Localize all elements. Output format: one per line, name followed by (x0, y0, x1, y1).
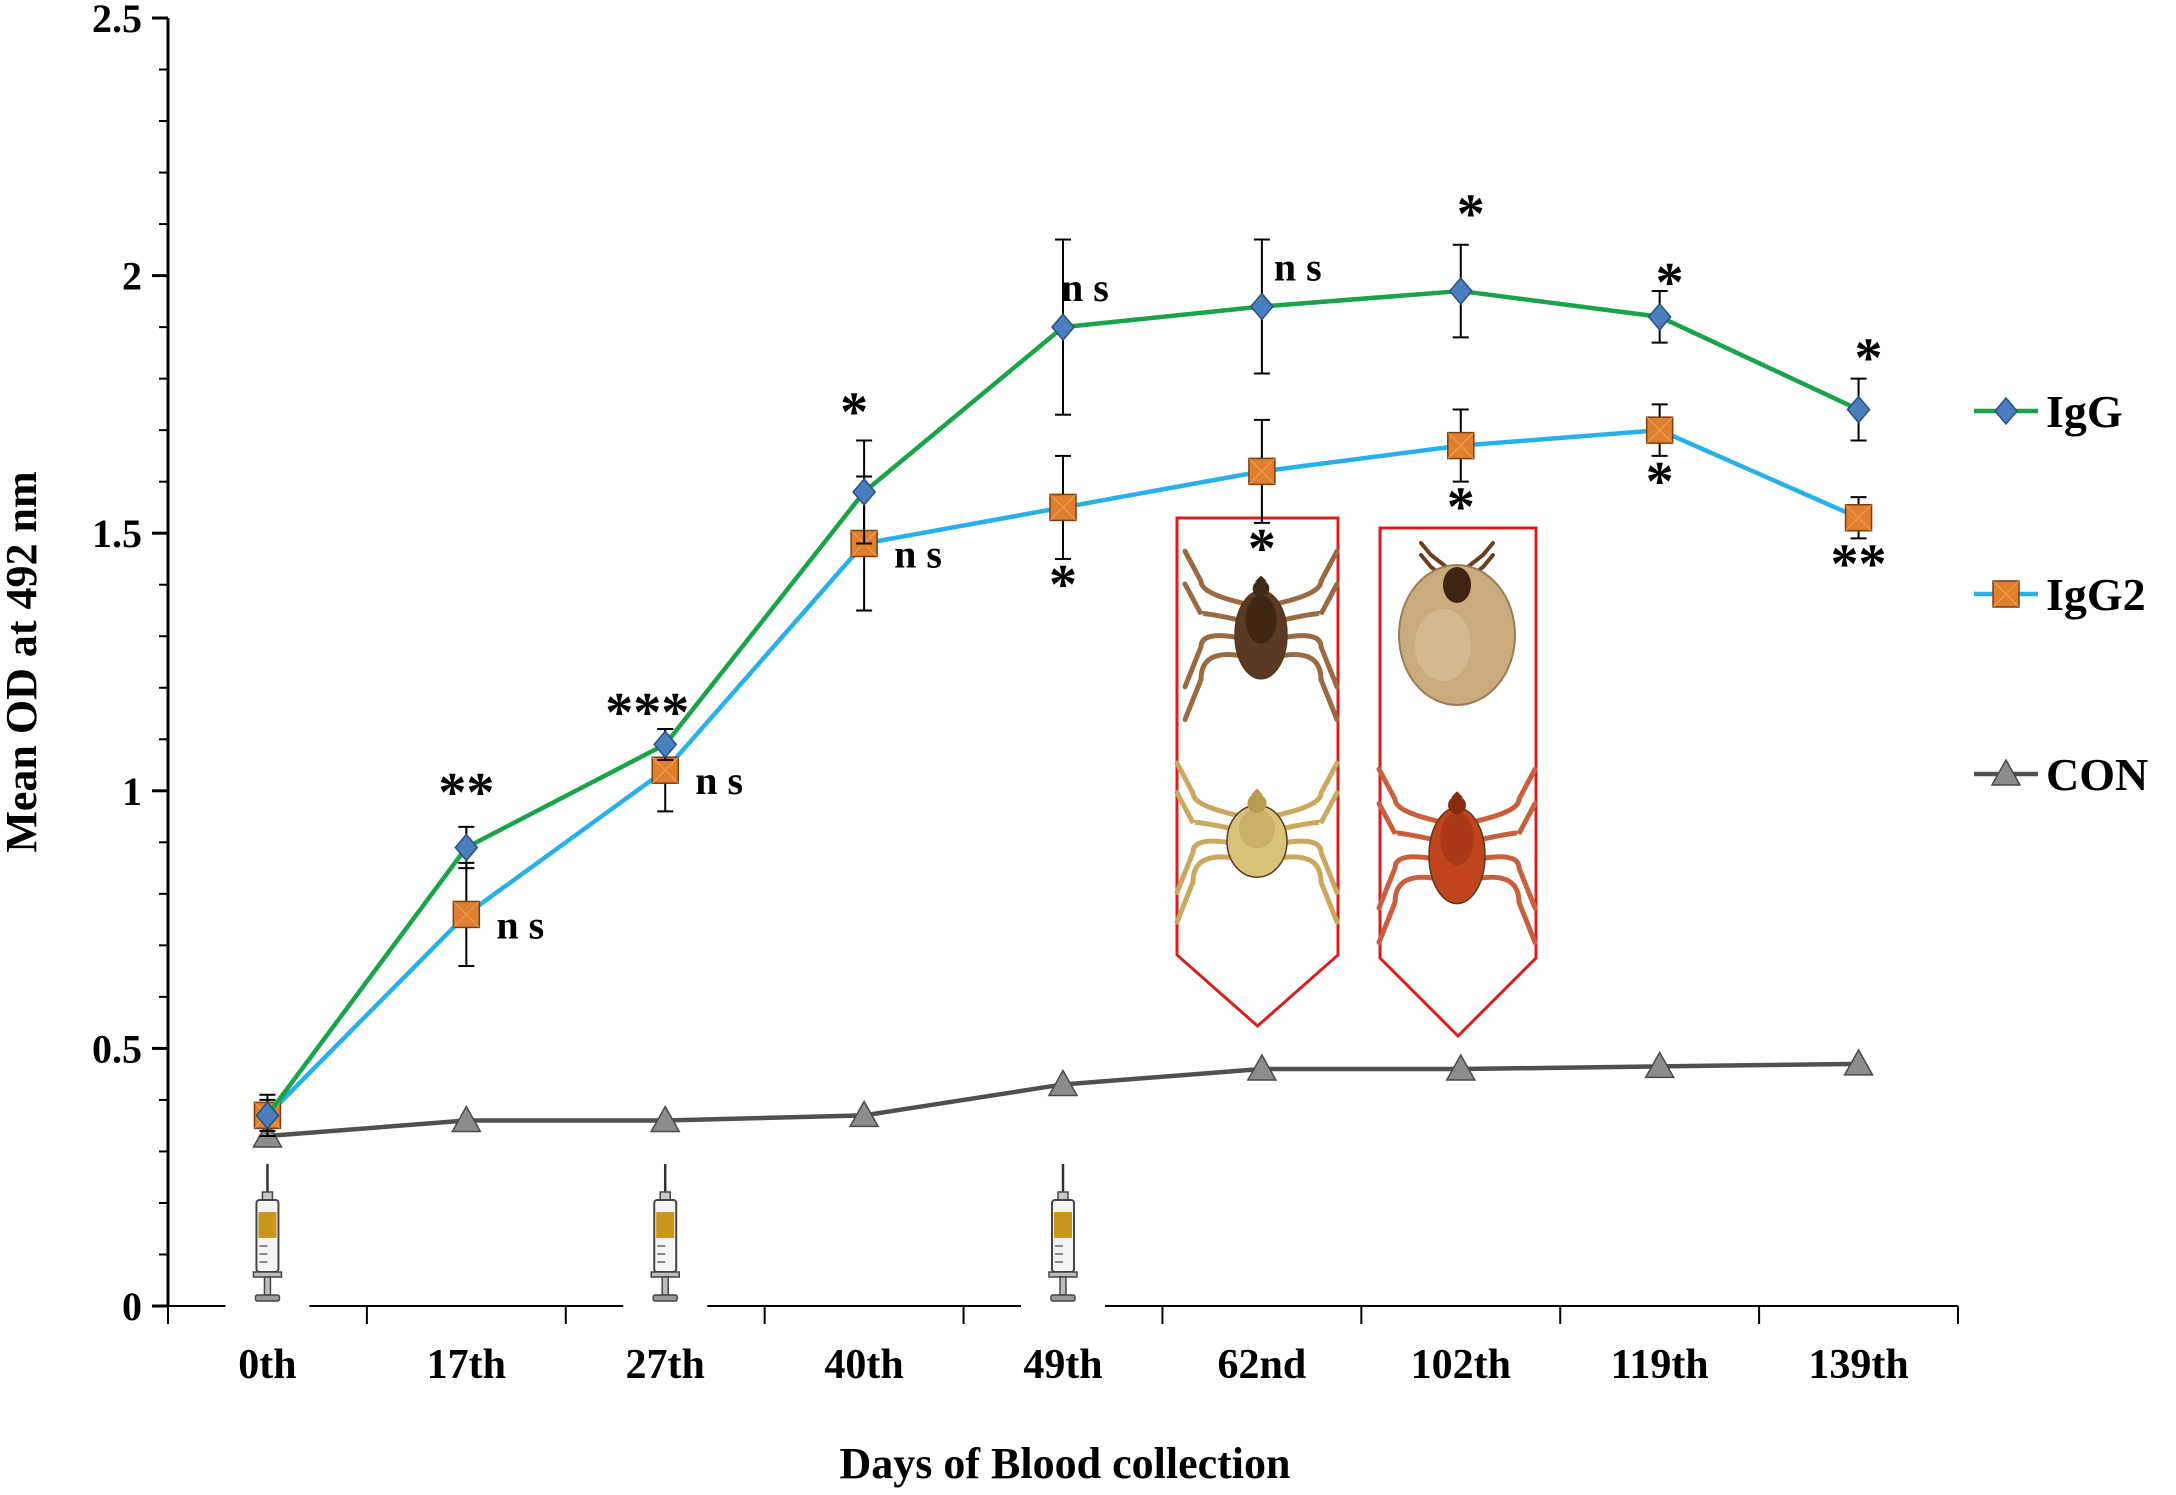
significance-label: n s (695, 758, 743, 803)
significance-label: * (1447, 477, 1475, 539)
significance-label: n s (496, 902, 544, 947)
x-tick-label: 62nd (1218, 1342, 1307, 1388)
series-layer (252, 238, 1874, 1148)
significance-label: n s (1061, 265, 1109, 310)
x-tick-label: 17th (427, 1342, 506, 1388)
tick-icon (1376, 766, 1538, 945)
x-tick-label: 102th (1411, 1342, 1511, 1388)
axes: 0 0.5 1 1.5 2 2.5 0th 17th 27th 40th 49th 62nd 102th… (92, 0, 1959, 1388)
y-tick-label: 1.5 (92, 511, 142, 556)
significance-label: ** (1831, 533, 1887, 595)
series-con (252, 1048, 1874, 1148)
data-point (653, 730, 678, 759)
x-tick-label: 0th (238, 1342, 296, 1388)
significance-label: * (1049, 554, 1077, 616)
y-tick-label: 1 (122, 769, 142, 814)
legend-label: IgG2 (2046, 569, 2146, 620)
x-tick-label: 119th (1611, 1342, 1709, 1388)
legend: IgG IgG2 CON (1974, 386, 2148, 800)
tick-icon (1174, 760, 1340, 925)
data-point (1246, 1053, 1278, 1081)
significance-label: n s (1274, 245, 1322, 290)
marker-shine (1646, 416, 1674, 444)
x-tick-label: 40th (824, 1342, 903, 1388)
tick-illustration-group (1174, 516, 1538, 1039)
legend-item-con: CON (1974, 749, 2148, 800)
pointer-frame (1175, 516, 1340, 1029)
legend-marker (1994, 396, 2018, 426)
data-point (1843, 1048, 1874, 1076)
legend-label: IgG (2046, 386, 2123, 437)
series-igg2 (253, 403, 1873, 1132)
legend-label: CON (2046, 749, 2148, 800)
significance-label: ** (438, 762, 494, 824)
x-tick-label: 49th (1023, 1342, 1102, 1388)
data-point (1249, 292, 1274, 321)
y-axis-title: Mean OD at 492 nm (0, 471, 46, 852)
data-point (1647, 302, 1672, 331)
data-point (1846, 395, 1871, 424)
data-point (852, 477, 877, 507)
data-point (1047, 1068, 1079, 1097)
data-point (649, 1104, 681, 1133)
data-point (1644, 1050, 1675, 1079)
significance-label: * (840, 381, 868, 443)
y-tick-label: 2.5 (92, 0, 142, 41)
pointer-frame (1378, 526, 1538, 1039)
syringe-icon (252, 1164, 283, 1303)
significance-label: n s (894, 532, 942, 577)
x-tick-label: 27th (626, 1342, 705, 1388)
data-point (1445, 1053, 1477, 1081)
marker-shine (1248, 458, 1276, 485)
data-point (1051, 312, 1075, 342)
legend-item-igg2: IgG2 (1974, 569, 2146, 620)
data-point (454, 833, 479, 862)
marker-shine (651, 756, 679, 784)
significance-label: * (1656, 252, 1684, 314)
legend-marker (1990, 758, 2022, 786)
tick-icon (1182, 548, 1340, 723)
x-axis-title: Days of Blood collection (840, 1439, 1291, 1488)
significance-label: *** (605, 682, 689, 744)
series-igg (255, 238, 1871, 1137)
significance-label: * (1457, 184, 1485, 246)
marker-shine (1049, 494, 1077, 521)
data-point (451, 1104, 482, 1133)
significance-label: * (1248, 518, 1276, 580)
y-tick-label: 0.5 (92, 1026, 142, 1071)
marker-shine (1992, 580, 2020, 608)
axis-gap (623, 1300, 708, 1312)
axis-gap (1021, 1300, 1105, 1312)
y-tick-label: 0 (122, 1284, 142, 1329)
marker-shine (1845, 504, 1872, 532)
significance-label: * (1646, 451, 1674, 513)
x-tick-label: 139th (1808, 1342, 1908, 1388)
syringe-icon (1047, 1164, 1079, 1303)
legend-item-igg: IgG (1974, 386, 2123, 437)
marker-shine (452, 901, 480, 928)
data-point (1448, 276, 1473, 306)
significance-label: * (1855, 328, 1883, 390)
data-point (255, 1101, 280, 1130)
tick-icon (1398, 541, 1516, 706)
y-tick-label: 2 (122, 254, 142, 299)
axis-gap (225, 1300, 310, 1312)
marker-shine (1447, 432, 1475, 459)
data-point (848, 1099, 880, 1128)
syringe-icon (649, 1164, 681, 1303)
syringe-group (225, 1164, 1105, 1312)
